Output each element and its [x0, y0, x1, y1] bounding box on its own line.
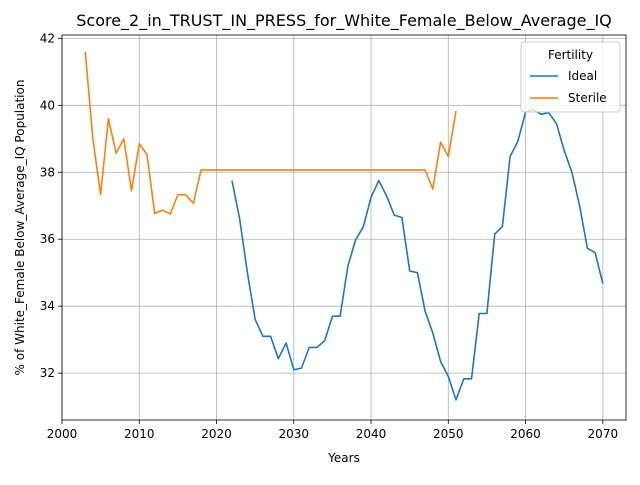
series-layer [84, 51, 604, 401]
y-tick-label: 38 [40, 165, 55, 179]
legend-box [520, 41, 621, 113]
series-line-ideal [231, 108, 604, 401]
x-tick-label: 2040 [356, 427, 387, 441]
plot-frame [61, 34, 627, 421]
y-tick-label: 32 [40, 366, 55, 380]
x-tick-label: 2060 [510, 427, 541, 441]
y-tick-label: 34 [40, 299, 55, 313]
legend-label-sterile: Sterile [568, 91, 607, 105]
x-axis-label: Years [327, 451, 360, 465]
y-tick-label: 40 [40, 98, 55, 112]
y-axis-label: % of White_Female Below_Average_IQ Popul… [13, 80, 27, 376]
x-tick-label: 2030 [279, 427, 310, 441]
series-line-sterile [84, 51, 457, 215]
tick-layer: 2000 2010 2020 2030 2040 2050 2060 2070 32 34 36 38… [40, 31, 618, 441]
y-tick-label: 42 [40, 31, 55, 45]
x-tick-label: 2020 [201, 427, 232, 441]
y-tick-label: 36 [40, 232, 55, 246]
legend-label-ideal: Ideal [568, 69, 597, 83]
chart-title: Score_2_in_TRUST_IN_PRESS_for_White_Fema… [76, 11, 612, 31]
x-tick-label: 2050 [433, 427, 464, 441]
x-tick-label: 2010 [124, 427, 155, 441]
legend: Fertility Ideal Sterile [520, 41, 621, 113]
x-tick-label: 2000 [47, 427, 78, 441]
x-tick-label: 2070 [588, 427, 619, 441]
legend-title: Fertility [548, 48, 593, 62]
